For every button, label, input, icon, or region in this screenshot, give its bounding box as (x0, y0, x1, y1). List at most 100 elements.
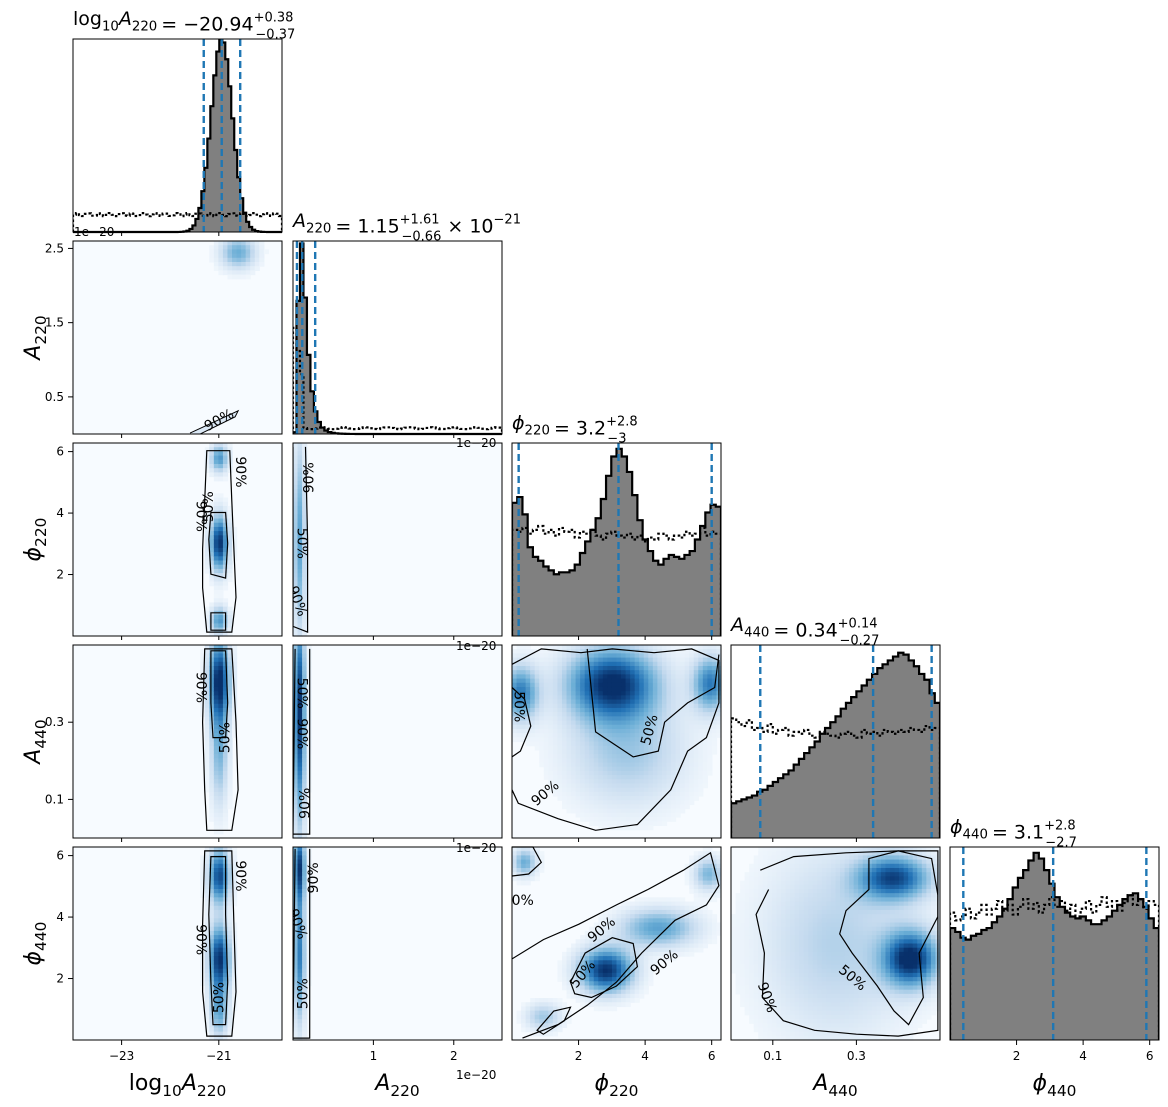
density-cell (812, 893, 818, 898)
density-cell (302, 930, 308, 936)
density-cell (232, 261, 238, 267)
density-cell (616, 964, 622, 970)
density-cell (634, 716, 640, 722)
density-cell (648, 812, 654, 818)
density-cell (575, 985, 581, 991)
density-cell (671, 728, 677, 734)
density-cell (680, 901, 686, 907)
density-cell (297, 623, 303, 629)
density-cell (557, 775, 563, 780)
density-cell (561, 741, 568, 747)
density-cell (698, 724, 704, 730)
density-cell (780, 909, 787, 915)
density-cell (771, 960, 778, 966)
density-cell (812, 964, 818, 970)
density-cell (821, 859, 828, 865)
density-cell (548, 766, 554, 772)
density-phi440-vs-A220: 90%90%50% (293, 847, 502, 1041)
density-cell (204, 510, 210, 515)
density-cell (516, 855, 522, 861)
density-cell (552, 649, 559, 654)
density-cell (711, 665, 718, 671)
density-cell (616, 825, 622, 831)
density-cell (666, 737, 672, 743)
density-cell (213, 1031, 219, 1037)
density-cell (634, 749, 640, 755)
density-cell (785, 914, 791, 919)
density-cell (218, 661, 224, 667)
density-cell (227, 897, 233, 903)
density-cell (213, 851, 219, 856)
density-cell (731, 922, 737, 928)
density-cell (785, 855, 791, 861)
density-cell (684, 922, 690, 928)
density-cell (593, 791, 599, 797)
density-cell (575, 703, 581, 709)
density-cell (571, 808, 577, 814)
density-cell (675, 758, 681, 764)
density-cell (611, 926, 618, 932)
density-cell (671, 665, 677, 671)
density-cell (675, 653, 681, 659)
density-cell (607, 657, 613, 663)
density-cell (293, 1023, 299, 1029)
density-cell (758, 876, 764, 882)
density-cell (607, 661, 613, 667)
density-cell (698, 930, 704, 936)
density-cell (521, 657, 527, 663)
density-cell (204, 775, 210, 780)
density-cell (794, 960, 800, 966)
density-cell (548, 703, 554, 709)
density-cell (598, 922, 604, 928)
density-cell (616, 800, 622, 806)
density-cell (616, 754, 622, 759)
density-cell (218, 501, 224, 507)
density-cell (780, 867, 787, 873)
density-cell (707, 678, 713, 684)
density-cell (671, 787, 677, 793)
density-cell (539, 851, 545, 856)
density-cell (607, 691, 613, 696)
density-cell (566, 749, 572, 755)
density-cell (561, 674, 568, 680)
density-cell (297, 703, 303, 709)
density-cell (785, 968, 791, 974)
density-cell (561, 985, 568, 991)
density-cell (521, 847, 527, 852)
density-cell (530, 695, 536, 701)
panel-frame (72, 644, 283, 839)
density-cell (543, 1023, 549, 1029)
density-cell (689, 783, 695, 789)
density-cell (232, 535, 238, 541)
density-cell (209, 674, 215, 680)
density-cell (561, 645, 568, 650)
density-cell (826, 968, 832, 974)
density-cell (293, 754, 299, 759)
density-cell (209, 888, 215, 894)
density-cell (634, 703, 640, 709)
density-cell (693, 872, 699, 877)
density-cell (666, 724, 672, 730)
density-cell (302, 645, 308, 650)
density-cell (767, 867, 773, 873)
density-cell (776, 985, 782, 991)
density-cell (218, 901, 224, 907)
density-cell (648, 724, 654, 730)
density-cell (758, 985, 764, 991)
density-cell (808, 914, 814, 919)
density-cell (821, 989, 828, 995)
density-cell (753, 922, 759, 928)
density-cell (616, 812, 622, 818)
density-cell (657, 745, 663, 751)
density-cell (689, 707, 695, 713)
density-cell (643, 770, 649, 776)
density-cell (209, 800, 215, 806)
density-cell (204, 1019, 210, 1024)
density-cell (794, 905, 800, 911)
density-cell (584, 678, 590, 684)
density-cell (698, 935, 704, 940)
density-cell (209, 775, 215, 780)
density-cell (643, 796, 649, 801)
density-cell (232, 872, 238, 877)
density-cell (767, 935, 773, 940)
